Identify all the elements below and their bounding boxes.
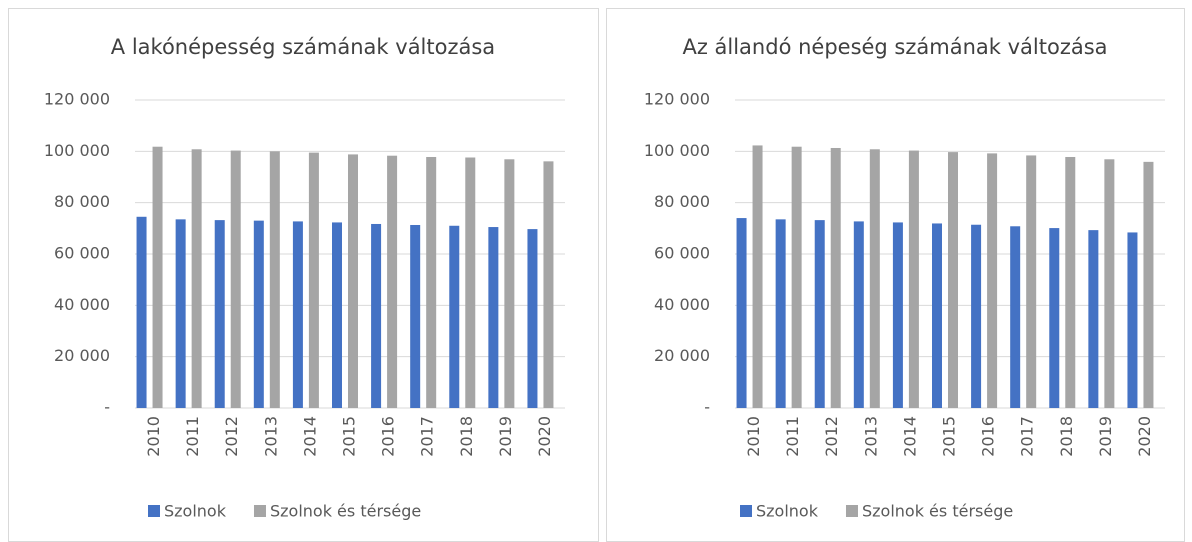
bar [410,224,421,408]
y-tick-label: 100 000 [44,141,110,160]
legend-swatch [253,505,266,517]
bar [948,152,958,408]
x-tick-label: 2020 [1135,416,1154,457]
bar [1088,230,1099,408]
x-tick-label: 2015 [940,416,959,457]
bar [1104,159,1115,408]
legend-label: Szolnok [756,502,819,521]
bar [465,157,476,408]
x-tick-label: 2010 [144,416,163,457]
x-tick-label: 2017 [1018,416,1037,457]
bar [892,222,903,408]
x-tick-label: 2014 [300,416,319,457]
x-tick-label: 2014 [900,416,919,457]
bar [869,149,880,408]
x-tick-label: 2010 [744,416,763,457]
bar [775,219,786,408]
bar [214,220,225,408]
legend-swatch [148,505,160,517]
bar [152,146,163,409]
x-tick-label: 2019 [1096,416,1115,457]
bar [136,216,147,408]
bar [426,156,437,408]
y-tick-label: 80 000 [654,192,710,211]
bar [527,229,538,408]
x-tick-label: 2012 [822,416,841,457]
bar [292,221,303,408]
y-tick-label: 80 000 [54,192,110,211]
y-tick-label: 120 000 [644,90,710,109]
bar [908,150,919,408]
x-tick-label: 2013 [261,416,280,457]
bar [932,223,942,408]
bar [1065,156,1076,408]
bar [830,147,841,408]
bar [269,151,280,409]
bar [387,155,398,408]
chart-title: A lakónépesség számának változása [111,35,495,59]
bar [371,223,382,408]
x-tick-label: 2015 [340,416,359,457]
bar [253,220,264,408]
x-tick-label: 2018 [457,416,476,457]
y-tick-label: 120 000 [44,90,110,109]
bar [736,218,747,408]
x-tick-label: 2012 [222,416,241,457]
y-tick-label: 100 000 [644,141,710,160]
x-tick-label: 2011 [783,416,802,457]
x-tick-label: 2018 [1057,416,1076,457]
bar [791,146,802,409]
legend-label: Szolnok és térsége [270,502,421,521]
bar [449,225,460,408]
bar [1127,232,1138,408]
y-tick-label: 60 000 [654,244,710,263]
bar [1010,226,1021,408]
y-tick-label: 20 000 [54,346,110,365]
legend-label: Szolnok és térsége [862,502,1013,521]
x-tick-label: 2017 [418,416,437,457]
chart-title: Az állandó népeség számának változása [682,35,1107,59]
x-tick-label: 2020 [535,416,554,457]
y-tick-label: 60 000 [54,244,110,263]
y-tick-label: - [104,398,110,417]
x-tick-label: 2013 [861,416,880,457]
y-tick-label: 20 000 [654,346,710,365]
bar [488,227,499,408]
legend-swatch [740,505,752,517]
bar [230,150,241,408]
bar [1026,155,1037,408]
y-tick-label: - [704,398,710,417]
legend-swatch [845,505,858,517]
bar [1049,228,1060,408]
bar [308,152,319,408]
y-tick-label: 40 000 [54,295,110,314]
y-tick-label: 40 000 [654,295,710,314]
bar [752,145,763,408]
x-tick-label: 2016 [979,416,998,457]
bar [348,154,358,408]
bar [814,220,825,408]
chart-panel [8,8,599,542]
x-tick-label: 2011 [183,416,202,457]
bar [987,153,998,408]
bar [853,221,864,408]
bar [175,219,186,408]
bar [543,161,554,408]
x-tick-label: 2016 [379,416,398,457]
bar [332,222,342,408]
bar [971,224,982,408]
legend-label: Szolnok [164,502,227,521]
x-tick-label: 2019 [496,416,515,457]
bar [504,159,515,408]
bar [191,149,202,408]
bar [1143,161,1154,408]
